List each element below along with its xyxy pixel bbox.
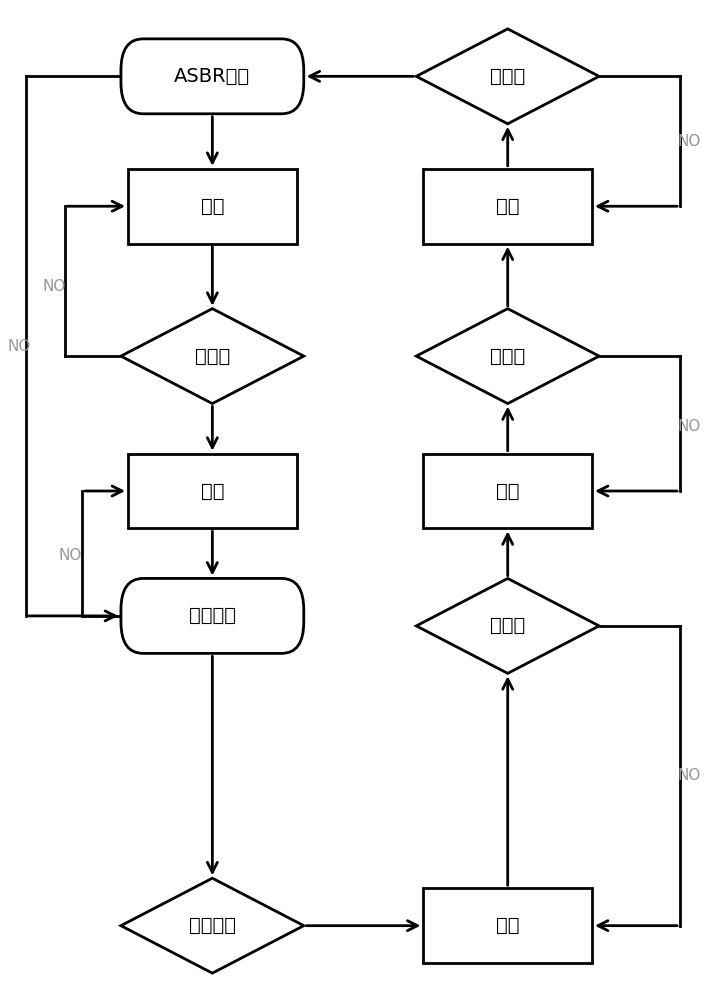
Polygon shape bbox=[417, 578, 599, 673]
Text: 沉淠: 沉淠 bbox=[496, 916, 520, 935]
Text: 时间到: 时间到 bbox=[490, 347, 525, 366]
Polygon shape bbox=[417, 29, 599, 124]
Bar bbox=[424, 888, 592, 963]
Bar bbox=[128, 168, 297, 243]
Polygon shape bbox=[121, 309, 304, 404]
FancyBboxPatch shape bbox=[121, 39, 304, 114]
Text: NO: NO bbox=[7, 339, 30, 354]
Text: 时间到: 时间到 bbox=[195, 347, 230, 366]
Text: 参数读取: 参数读取 bbox=[189, 606, 236, 625]
Text: ASBR启动: ASBR启动 bbox=[174, 67, 251, 86]
Text: NO: NO bbox=[678, 134, 701, 148]
Text: 满足条件: 满足条件 bbox=[189, 916, 236, 935]
Text: NO: NO bbox=[678, 419, 701, 434]
Polygon shape bbox=[121, 878, 304, 973]
Bar bbox=[128, 454, 297, 528]
Text: 排水: 排水 bbox=[496, 482, 520, 501]
Polygon shape bbox=[417, 309, 599, 404]
Text: NO: NO bbox=[678, 769, 701, 784]
Text: 进水: 进水 bbox=[201, 196, 224, 215]
Text: NO: NO bbox=[59, 548, 82, 563]
FancyBboxPatch shape bbox=[121, 578, 304, 653]
Text: 搅拌: 搅拌 bbox=[201, 482, 224, 501]
Bar bbox=[424, 168, 592, 243]
Text: NO: NO bbox=[42, 279, 66, 294]
Text: 时间到: 时间到 bbox=[490, 67, 525, 86]
Text: 时间到: 时间到 bbox=[490, 616, 525, 635]
Text: 闲置: 闲置 bbox=[496, 196, 520, 215]
Bar bbox=[424, 454, 592, 528]
